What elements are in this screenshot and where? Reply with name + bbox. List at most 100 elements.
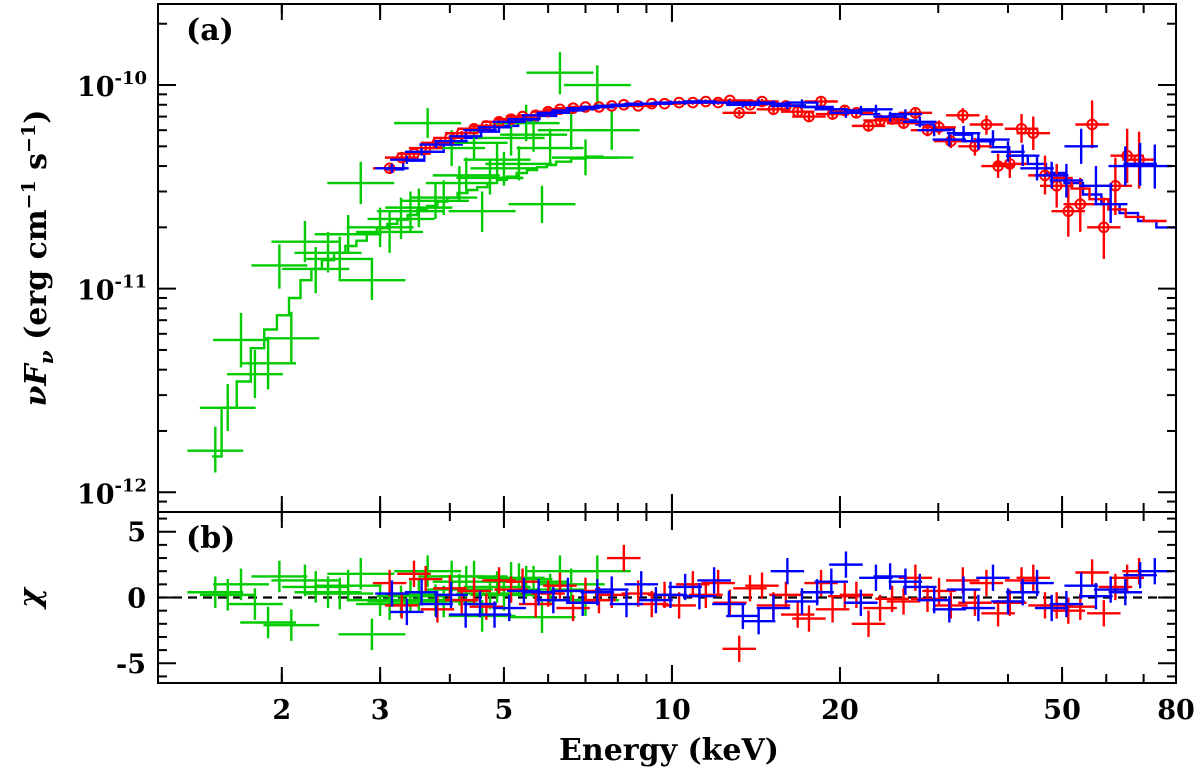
x-tick-label: 20 [821,695,859,726]
green-point [367,197,435,240]
green-point [263,311,320,364]
blue-residual [712,590,746,618]
green-residual [338,618,406,651]
y-tick-exponent: -12 [115,475,148,496]
panel-b-plot [158,544,1176,662]
y-tick-label-a: 10-10 [77,68,147,103]
blue-residual [624,571,658,598]
green-point [516,128,584,167]
red-marker [957,109,969,122]
red-residual [676,571,710,598]
green-residual [327,558,395,590]
red-model-line [1052,176,1167,223]
green-residual [508,601,576,634]
y-tick-exponent: -11 [115,272,148,293]
red-marker [1074,198,1087,210]
red-marker [1027,127,1040,139]
green-residual [282,571,350,603]
blue-residual [697,567,731,594]
green-point [199,384,256,431]
red-point [1016,116,1051,150]
blue-residual [770,558,805,585]
blue-residual [888,568,923,595]
blue-residual [565,589,600,616]
blue-residual [726,602,760,630]
blue-residual [580,579,615,606]
green-residual [227,588,283,620]
red-residual [457,577,491,605]
red-point [1075,100,1109,149]
blue-residual [507,577,541,605]
blue-residual [1123,561,1157,589]
green-point [294,231,362,273]
red-residual [662,592,696,619]
green-residual [306,577,374,610]
blue-point [903,116,937,128]
blue-point [991,141,1025,162]
blue-residual [932,596,967,623]
panel-a-plot [187,52,1176,473]
red-point [969,115,1004,135]
x-tick-label: 3 [371,695,390,726]
red-residual [993,589,1027,616]
blue-residual [492,594,526,622]
blue-residual [829,551,863,578]
x-tick-label: 10 [653,695,691,726]
green-point [227,349,283,399]
red-residual [1087,600,1121,627]
blue-residual [946,576,981,603]
green-point [552,139,619,176]
blue-residual [682,583,717,610]
blue-point [917,124,951,137]
blue-residual [741,608,776,635]
red-point [946,108,980,124]
blue-point [1093,183,1128,224]
blue-point [1064,128,1098,164]
blue-residual [1079,583,1113,610]
green-point [213,312,269,368]
red-marker [992,160,1004,172]
green-point [240,336,297,390]
blue-residual [976,564,1010,591]
green-residual [187,576,244,609]
blue-residual [844,589,878,616]
red-marker [1086,118,1098,131]
red-marker [945,135,957,147]
blue-point [888,109,923,120]
red-marker [1062,205,1075,218]
green-point [306,236,374,281]
blue-point [1108,146,1143,186]
y-tick-base: 10 [77,276,115,307]
red-residual [556,594,590,622]
red-point [722,107,756,119]
red-residual [384,592,419,619]
blue-point [1049,163,1084,198]
panel-b-label: (b) [186,521,235,556]
panel-a-data-points [187,52,1172,473]
blue-residual [390,598,424,626]
green-point [456,159,524,195]
green-point [563,65,631,105]
y-tick-exponent: -10 [115,68,148,89]
x-tick-label: 5 [495,695,514,726]
blue-point [507,116,541,122]
green-point [327,161,395,205]
green-point [508,185,576,224]
red-residual [792,605,826,632]
red-point [922,120,956,135]
red-residual [1016,564,1051,591]
blue-residual [1108,579,1143,606]
red-residual [722,635,756,662]
red-point [792,110,826,123]
green-point [356,211,424,253]
blue-residual [1020,569,1054,597]
green-residual [314,569,382,602]
blue-residual [551,577,585,605]
blue-residual [800,579,834,606]
y-tick-base: 10 [77,479,115,510]
red-residual [969,569,1004,597]
blue-residual [873,563,907,590]
blue-residual [1034,594,1069,622]
y-tick-label-b: 0 [127,584,146,615]
panel-b-residual-points [187,544,1172,662]
